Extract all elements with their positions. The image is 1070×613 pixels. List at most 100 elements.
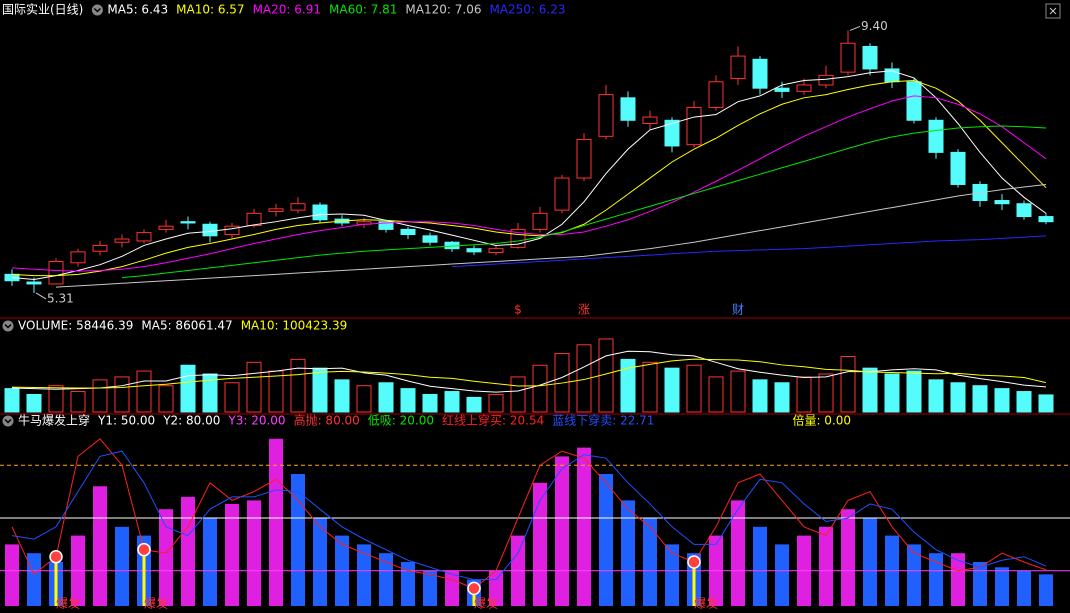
volume-bar xyxy=(620,358,636,413)
legend-item: 低吸: 20.00 xyxy=(368,414,434,428)
volume-bar xyxy=(510,376,526,413)
signal-dot xyxy=(137,542,151,557)
indicator-bar xyxy=(577,447,591,606)
volume-bar xyxy=(466,396,482,413)
panel-menu-icon[interactable] xyxy=(2,320,14,332)
panel-menu-chevron xyxy=(4,323,12,329)
indicator-bar xyxy=(225,503,239,606)
volume-bar xyxy=(576,344,592,413)
oscillator-line xyxy=(11,450,1047,581)
candle-body xyxy=(312,204,328,221)
volume-bar xyxy=(686,364,702,413)
candle-body xyxy=(664,119,680,147)
legend-item: 蓝线下穿卖: 22.71 xyxy=(552,413,654,428)
candle-body xyxy=(532,212,548,230)
candle-body xyxy=(818,74,834,86)
candle-body xyxy=(554,177,570,211)
indicator-bar xyxy=(269,438,283,606)
indicator-bar xyxy=(819,526,833,606)
legend-item: MA250: 6.23 xyxy=(489,3,565,17)
candle-body xyxy=(114,238,130,243)
volume-bar xyxy=(268,370,284,413)
indicator-bar xyxy=(995,567,1009,606)
ma-line xyxy=(451,235,1047,268)
candle-body xyxy=(994,200,1010,205)
close-button[interactable] xyxy=(1045,3,1061,19)
panel-menu-icon[interactable] xyxy=(91,4,103,16)
high-label: 9.40 xyxy=(861,19,888,33)
indicator-bar xyxy=(599,474,613,606)
signal-label: 爆发 xyxy=(474,596,498,611)
signal-stick xyxy=(692,562,696,606)
panel-menu-icon[interactable] xyxy=(2,415,14,427)
indicator-bar xyxy=(27,553,41,606)
indicator-bar xyxy=(621,500,635,606)
indicator-bar xyxy=(533,482,547,606)
volume-bar xyxy=(444,391,460,413)
ma-line xyxy=(55,183,1047,288)
signal-dot xyxy=(467,581,481,596)
candle-body xyxy=(862,45,878,70)
candle-body xyxy=(840,42,856,73)
volume-bar xyxy=(752,379,768,413)
indicator-bar xyxy=(731,500,745,606)
volume-bar xyxy=(884,373,900,413)
panel-menu-chevron xyxy=(4,418,12,424)
candle-body xyxy=(950,151,966,185)
volume-bar xyxy=(532,364,548,413)
indicator-bar xyxy=(181,496,195,606)
indicator-bar xyxy=(159,509,173,606)
signal-label: 爆发 xyxy=(694,596,718,611)
volume-bar xyxy=(488,393,504,413)
candle-body xyxy=(70,251,86,264)
indicator-bar xyxy=(291,474,305,606)
volume-bar xyxy=(730,370,746,413)
indicator-bar xyxy=(951,553,965,606)
candle-body xyxy=(246,212,262,227)
candle-body xyxy=(928,119,944,153)
signal-label: 爆发 xyxy=(56,596,80,611)
indicator-bar xyxy=(401,562,415,606)
indicator-bar xyxy=(907,544,921,606)
legend-item: MA10: 100423.39 xyxy=(241,319,348,333)
legend-item: 高抛: 80.00 xyxy=(294,413,360,428)
annotation-leader xyxy=(849,25,861,31)
indicator-bar xyxy=(115,526,129,606)
legend-item: MA120: 7.06 xyxy=(405,3,481,17)
volume-bar xyxy=(312,367,328,413)
indicator-bar xyxy=(665,544,679,606)
indicator-bar xyxy=(1017,570,1031,606)
volume-bar xyxy=(378,382,394,413)
candle-body xyxy=(1016,203,1032,218)
ma-line xyxy=(11,95,1047,272)
volume-bar xyxy=(400,388,416,413)
candle-body xyxy=(576,139,592,179)
signal-stick xyxy=(472,588,476,606)
event-marker: 涨 xyxy=(578,302,590,317)
volume-bar xyxy=(4,388,20,413)
volume-bar xyxy=(774,382,790,413)
volume-bar xyxy=(334,379,350,413)
volume-bar xyxy=(92,379,108,413)
volume-bar xyxy=(664,367,680,413)
candle-body xyxy=(224,225,240,236)
volume-ma-line xyxy=(11,358,1047,389)
volume-bar xyxy=(906,370,922,413)
low-label: 5.31 xyxy=(47,291,74,305)
indicator-bar xyxy=(973,562,987,606)
legend-item: MA5: 6.43 xyxy=(107,3,168,17)
volume-bar xyxy=(642,361,658,413)
indicator-bar xyxy=(863,518,877,606)
candle-body xyxy=(796,84,812,92)
volume-bar xyxy=(246,361,262,413)
indicator-bar xyxy=(775,544,789,606)
volume-bar xyxy=(114,376,130,413)
candle-body xyxy=(686,106,702,146)
candle-body xyxy=(180,221,196,224)
volume-bar xyxy=(862,367,878,413)
volume-ma-line xyxy=(11,350,1047,393)
candle-body xyxy=(378,221,394,230)
candle-body xyxy=(752,58,768,89)
legend-item: MA10: 6.57 xyxy=(176,3,244,17)
legend-item: 牛马爆发上穿 xyxy=(18,413,90,428)
